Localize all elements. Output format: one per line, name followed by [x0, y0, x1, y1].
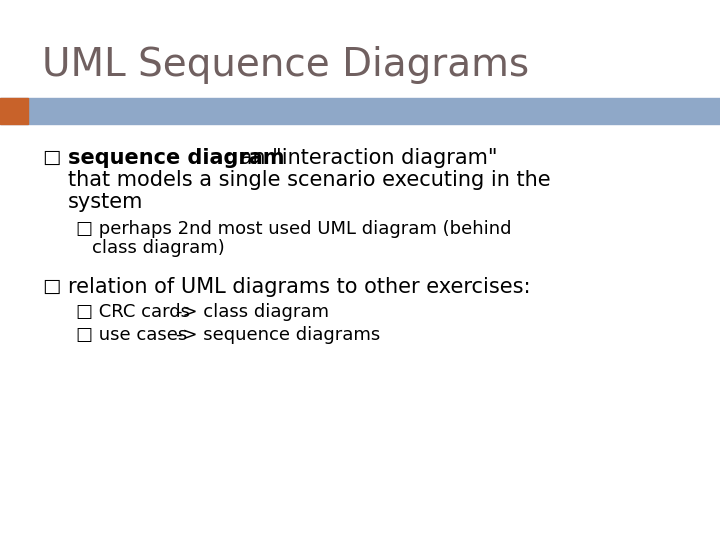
Text: : an "interaction diagram": : an "interaction diagram" [226, 148, 498, 168]
Text: class diagram): class diagram) [92, 239, 225, 257]
Text: □ perhaps 2nd most used UML diagram (behind: □ perhaps 2nd most used UML diagram (beh… [76, 220, 511, 238]
Bar [0, 98, 28, 124]
Text: -> class diagram: -> class diagram [176, 303, 329, 321]
Text: system: system [68, 192, 143, 212]
Text: □: □ [42, 277, 60, 296]
Text: □: □ [42, 148, 60, 167]
Text: UML Sequence Diagrams: UML Sequence Diagrams [42, 46, 529, 84]
Text: -> sequence diagrams: -> sequence diagrams [176, 326, 380, 344]
Text: □ use cases: □ use cases [76, 326, 187, 344]
Bar [0, 98, 720, 124]
Text: sequence diagram: sequence diagram [68, 148, 284, 168]
Text: relation of UML diagrams to other exercises:: relation of UML diagrams to other exerci… [68, 277, 531, 297]
Text: that models a single scenario executing in the: that models a single scenario executing … [68, 170, 551, 190]
Text: □ CRC cards: □ CRC cards [76, 303, 190, 321]
